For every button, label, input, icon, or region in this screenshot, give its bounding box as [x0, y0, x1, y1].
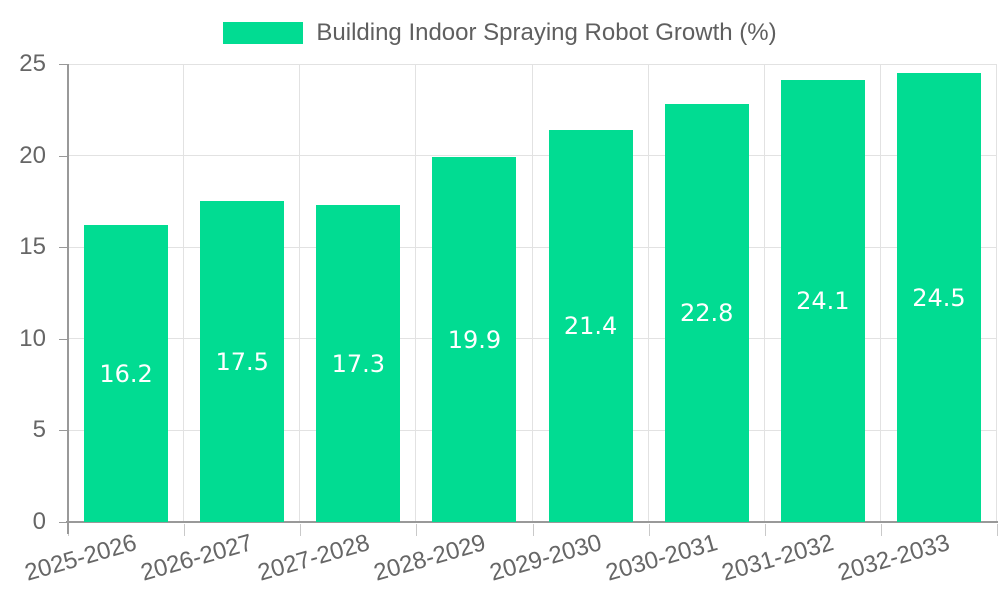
- x-axis-tick: [880, 524, 882, 536]
- bar[interactable]: [200, 201, 285, 522]
- y-axis-label: 15: [19, 233, 46, 261]
- bar-value-label: 16.2: [99, 359, 153, 388]
- bar[interactable]: [84, 225, 169, 522]
- x-gridline: [415, 64, 417, 522]
- legend-item[interactable]: Building Indoor Spraying Robot Growth (%…: [223, 19, 777, 46]
- bar[interactable]: [664, 104, 749, 522]
- x-axis-tick: [300, 524, 302, 536]
- bar[interactable]: [896, 73, 981, 522]
- y-axis-label: 5: [32, 416, 46, 444]
- y-axis-line: [67, 64, 69, 534]
- bar[interactable]: [780, 80, 865, 522]
- x-gridline: [996, 64, 997, 522]
- bar[interactable]: [548, 129, 633, 522]
- x-axis-label: 2030-2031: [602, 529, 721, 587]
- x-axis-label: 2029-2030: [486, 529, 605, 587]
- bar[interactable]: [316, 205, 401, 522]
- bar-value-label: 19.9: [447, 325, 502, 354]
- x-axis-label: 2025-2026: [22, 529, 140, 587]
- bar-value-label: 24.1: [796, 287, 850, 316]
- x-gridline: [531, 64, 533, 522]
- y-axis-tick: [59, 64, 68, 65]
- y-gridline: [68, 429, 997, 431]
- chart-legend: Building Indoor Spraying Robot Growth (%…: [0, 20, 1000, 46]
- bar-value-label: 17.3: [331, 349, 386, 378]
- bar[interactable]: [432, 157, 517, 522]
- y-axis-label: 10: [19, 324, 46, 352]
- x-axis-tick: [764, 524, 766, 536]
- legend-label: Building Indoor Spraying Robot Growth (%…: [316, 19, 777, 46]
- y-gridline: [68, 246, 997, 248]
- x-gridline: [647, 64, 649, 522]
- x-gridline: [879, 64, 881, 522]
- y-axis-label: 20: [19, 141, 46, 169]
- x-axis-label: 2032-2033: [835, 529, 953, 587]
- x-axis-tick: [997, 524, 998, 536]
- x-axis-tick: [532, 524, 534, 536]
- y-axis-label: 0: [32, 508, 46, 535]
- x-axis-label: 2028-2029: [370, 529, 489, 587]
- bar-value-label: 24.5: [912, 283, 966, 312]
- y-axis-label: 25: [19, 50, 46, 77]
- x-axis-line: [66, 521, 998, 523]
- bar-value-label: 21.4: [563, 311, 618, 340]
- x-axis-label: 2027-2028: [254, 529, 373, 587]
- legend-swatch-icon: [223, 22, 304, 44]
- x-axis-tick: [416, 524, 418, 536]
- y-axis-tick: [59, 338, 68, 340]
- y-gridline: [68, 155, 997, 157]
- y-gridline: [68, 63, 997, 65]
- bar-value-label: 17.5: [215, 347, 269, 376]
- x-axis-label: 2031-2032: [718, 529, 837, 587]
- y-axis-tick: [59, 155, 68, 157]
- bar-value-label: 22.8: [679, 299, 734, 328]
- x-axis-tick: [184, 524, 186, 536]
- x-gridline: [183, 64, 185, 522]
- x-gridline: [299, 64, 301, 522]
- y-axis-tick: [59, 522, 68, 523]
- x-axis-tick: [648, 524, 650, 536]
- x-axis-label: 2026-2027: [138, 529, 257, 587]
- y-axis-tick: [59, 247, 68, 249]
- x-gridline: [763, 64, 765, 522]
- y-axis-tick: [59, 430, 68, 432]
- y-gridline: [68, 338, 997, 340]
